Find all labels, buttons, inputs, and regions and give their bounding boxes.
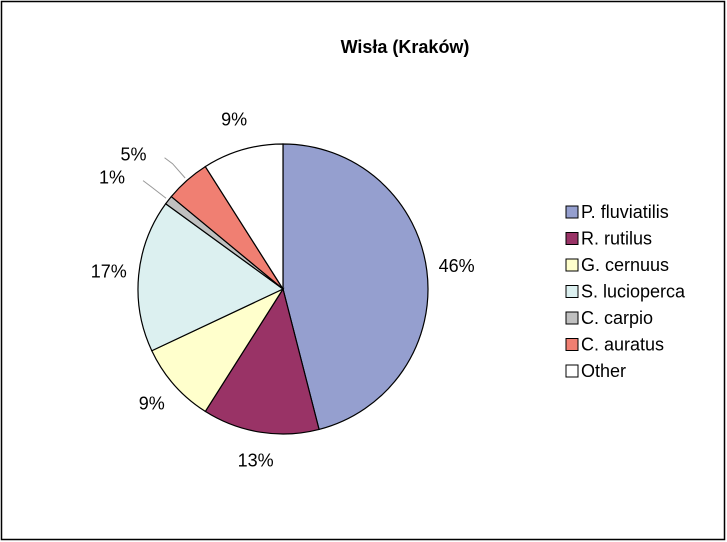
data-label: 9% (221, 110, 247, 130)
legend-label: P. fluviatilis (581, 202, 669, 222)
legend-swatch (565, 338, 579, 351)
data-label: 1% (99, 167, 125, 187)
legend-label: C. auratus (581, 334, 664, 354)
legend-swatch (565, 205, 579, 219)
leader-line (142, 180, 167, 199)
pie-slice (204, 143, 284, 292)
data-label: 13% (238, 451, 274, 471)
data-label: 17% (91, 261, 127, 281)
pie-slice (204, 287, 320, 435)
legend-swatch (565, 311, 579, 325)
legend-label: Other (581, 361, 626, 381)
data-label: 9% (139, 393, 165, 413)
legend-label: C. carpio (581, 308, 653, 328)
legend-label: S. lucioperca (581, 281, 686, 301)
legend-label: G. cernuus (581, 255, 669, 275)
legend-swatch (565, 258, 579, 272)
pie-slice (282, 143, 429, 431)
legend-swatch (565, 285, 579, 298)
pie-slice (151, 287, 285, 413)
legend-swatch (565, 232, 579, 245)
data-label: 5% (121, 144, 147, 164)
pie-slice (137, 202, 285, 352)
leader-line (164, 157, 186, 179)
chart-title: Wisła (Kraków) (341, 37, 470, 57)
data-label: 46% (439, 256, 475, 276)
legend-swatch (565, 364, 579, 378)
legend-label: R. rutilus (581, 228, 652, 248)
